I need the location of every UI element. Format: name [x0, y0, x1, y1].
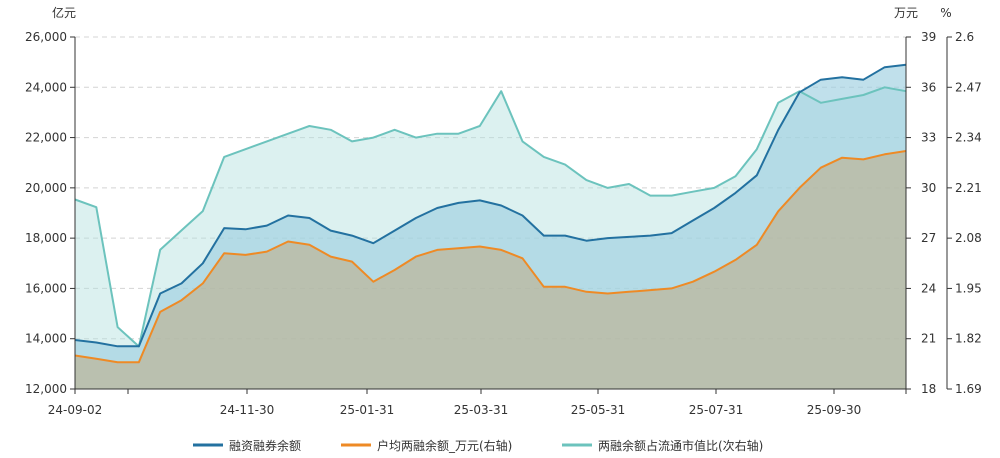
x-tick-label: 25-07-31 [689, 403, 743, 417]
y-right-tick-label: 36 [921, 80, 936, 94]
axes [74, 37, 948, 390]
series-areas [75, 64, 906, 390]
y-left-tick-label: 24,000 [25, 80, 67, 94]
y-right-tick-label: 27 [921, 231, 936, 245]
legend-item-avg-per-account[interactable]: 户均两融余额_万元(右轴) [341, 438, 512, 453]
legend: 融资融券余额 户均两融余额_万元(右轴) 两融余额占流通市值比(次右轴) [193, 438, 763, 453]
legend-label-float-ratio: 两融余额占流通市值比(次右轴) [598, 438, 763, 453]
x-tick-label: 25-03-31 [454, 403, 508, 417]
y-left-tick-label: 12,000 [25, 382, 67, 396]
legend-item-float-ratio[interactable]: 两融余额占流通市值比(次右轴) [562, 438, 763, 453]
y-right2-tick-label: 1.69 [955, 382, 982, 396]
y-right2-tick-label: 2.08 [955, 231, 982, 245]
margin-balance-line [74, 63, 907, 348]
legend-label-margin-balance: 融资融券余额 [229, 438, 301, 453]
y-left-tick-label: 14,000 [25, 332, 67, 346]
y-right-tick-label: 39 [921, 30, 936, 44]
x-tick-label: 25-01-31 [340, 403, 394, 417]
y-right2-tick-label: 2.34 [955, 131, 982, 145]
y-left-tick-label: 18,000 [25, 231, 67, 245]
x-tick-label: 24-11-30 [220, 403, 274, 417]
y-right-unit: 万元 [894, 6, 918, 20]
series-lines [74, 63, 907, 364]
y-left-tick-label: 22,000 [25, 131, 67, 145]
float-ratio-line [74, 86, 907, 348]
y-right2-unit: % [940, 6, 951, 20]
y-right2-tick-label: 2.21 [955, 181, 982, 195]
y-right2-tick-label: 2.47 [955, 80, 982, 94]
y-left-unit: 亿元 [52, 5, 76, 20]
y-right-tick-label: 24 [921, 281, 936, 295]
y-right-tick-label: 18 [921, 382, 936, 396]
legend-label-avg-per-account: 户均两融余额_万元(右轴) [377, 438, 512, 453]
y-right2-tick-label: 2.6 [955, 30, 974, 44]
avg-per-account-area [75, 151, 906, 389]
x-tick-label: 25-05-31 [571, 403, 625, 417]
legend-item-margin-balance[interactable]: 融资融券余额 [193, 438, 301, 453]
avg-per-account-line [74, 150, 907, 364]
y-right-tick-label: 21 [921, 332, 936, 346]
axis-ticks: 12,000 18 1.69 14,000 21 1.82 16,000 24 1.95 18,0… [25, 30, 982, 417]
y-right2-tick-label: 1.82 [955, 332, 982, 346]
y-right2-tick-label: 1.95 [955, 281, 982, 295]
y-left-tick-label: 16,000 [25, 281, 67, 295]
x-tick-label: 25-09-30 [807, 403, 861, 417]
x-tick-label: 24-09-02 [48, 403, 102, 417]
y-right-tick-label: 33 [921, 131, 936, 145]
y-right-tick-label: 30 [921, 181, 936, 195]
y-left-tick-label: 26,000 [25, 30, 67, 44]
y-left-tick-label: 20,000 [25, 181, 67, 195]
